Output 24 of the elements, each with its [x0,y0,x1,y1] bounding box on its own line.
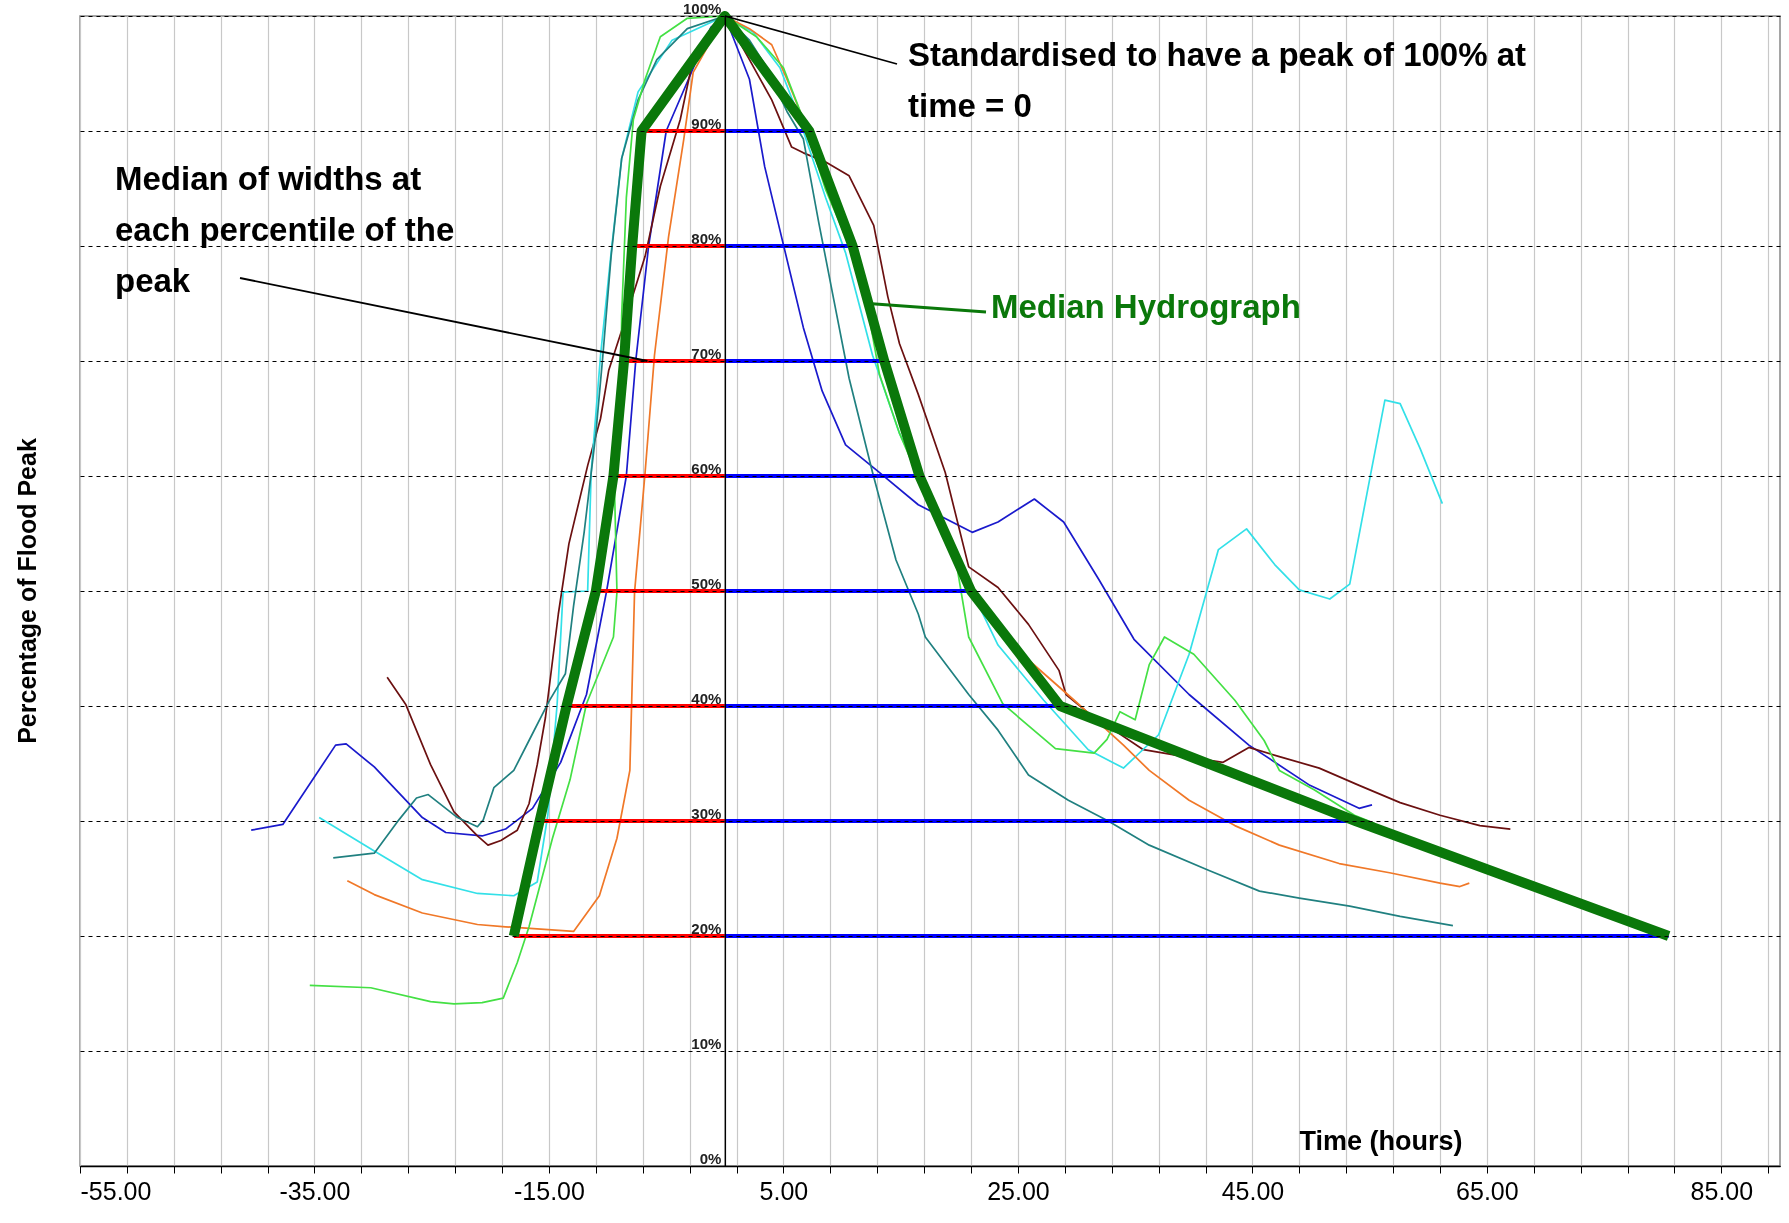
x-tick-label: 85.00 [1690,1176,1754,1205]
x-tick-label: 45.00 [1221,1176,1285,1205]
x-tick-label: -55.00 [80,1176,152,1205]
x-tick-label: 65.00 [1456,1176,1519,1205]
x-tick-label: 5.00 [759,1176,809,1205]
y-tick-label: 0% [699,1149,722,1167]
y-tick-label: 50% [691,574,722,592]
x-tick-label: 25.00 [987,1176,1050,1205]
y-tick-label: 20% [691,919,722,937]
annotation: Standardised to have a peak of 100% at time = 0 [908,36,1527,124]
y-axis-title: Percentage of Flood Peak [13,438,41,744]
legend-label: Median Hydrograph [991,288,1301,325]
x-tick-label: -35.00 [279,1176,351,1205]
y-tick-label: 30% [691,804,722,822]
y-tick-label: 10% [691,1034,722,1052]
y-tick-label: 60% [691,459,722,477]
y-tick-label: 90% [691,114,722,132]
annotation: Median of widths at each percentile of the peak [115,160,455,299]
y-tick-label: 40% [691,689,722,707]
x-tick-label: -15.00 [514,1176,585,1205]
x-axis-title: Time (hours) [1299,1125,1463,1156]
y-tick-label: 80% [691,229,722,247]
y-tick-label: 70% [691,344,722,362]
y-tick-label: 100% [682,0,722,17]
